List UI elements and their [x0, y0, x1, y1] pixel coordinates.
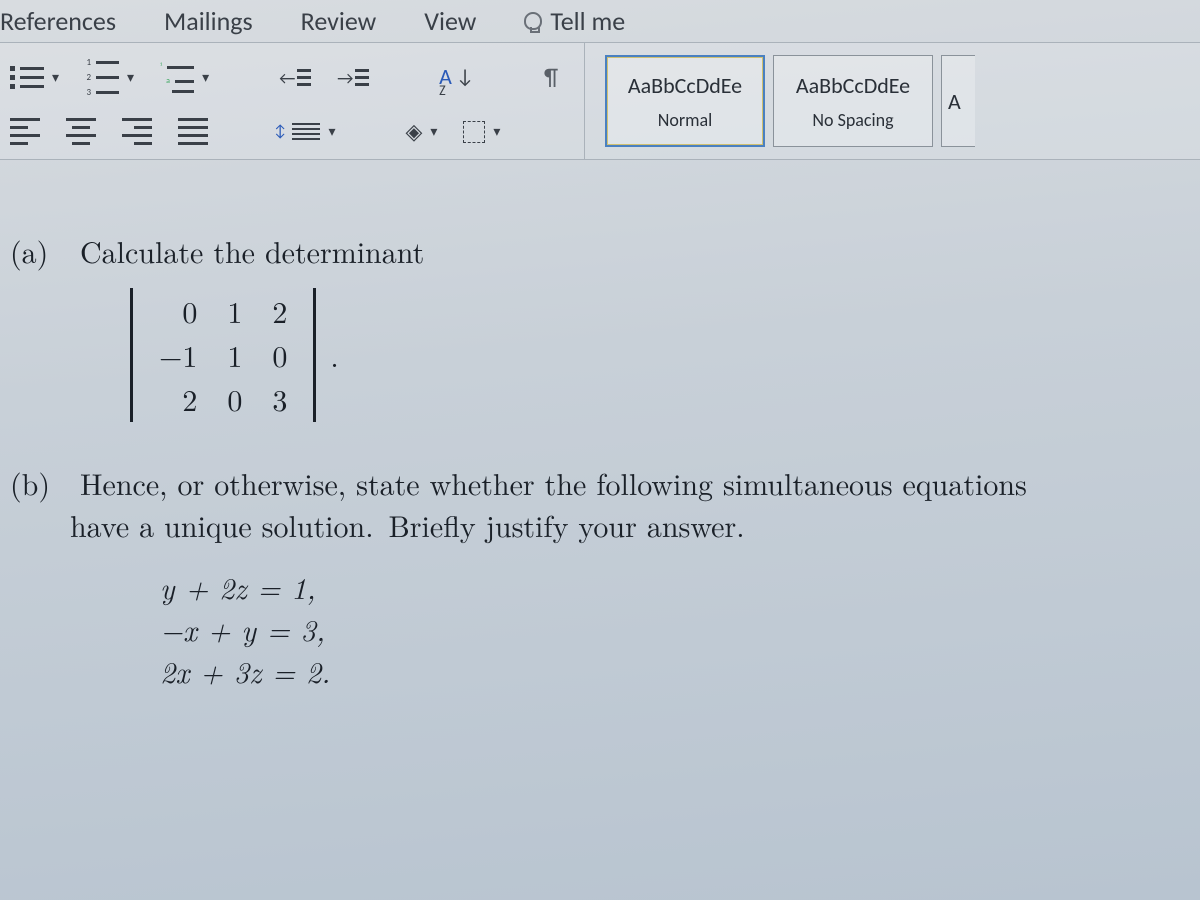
det-bar-right [313, 288, 316, 422]
chevron-down-icon: ▾ [202, 69, 209, 86]
matrix-cell: 2 [258, 290, 301, 332]
align-center-button[interactable] [66, 118, 96, 145]
tab-review[interactable]: Review [301, 5, 377, 37]
tell-me[interactable]: Tell me [524, 5, 625, 37]
chevron-down-icon: ▾ [493, 123, 500, 140]
sort-button[interactable]: AZ ↓ [439, 63, 474, 93]
problem-a: (a) Calculate the determinant 012 −110 2… [10, 230, 1184, 422]
tab-view[interactable]: View [424, 5, 476, 37]
style-normal[interactable]: AaBbCcDdEe Normal [605, 55, 765, 147]
chevron-down-icon: ▾ [52, 69, 59, 86]
shading-button[interactable]: ◈ ▾ [405, 118, 437, 145]
matrix-cell: 3 [258, 378, 301, 420]
align-left-icon [10, 118, 40, 145]
bullets-button[interactable]: ▾ [10, 66, 59, 89]
ribbon-tabs: References Mailings Review View Tell me [0, 0, 1200, 42]
style-label: Normal [658, 109, 713, 131]
align-left-button[interactable] [10, 118, 40, 145]
equation-3: 2x + 3z = 2. [160, 650, 1184, 692]
document-body[interactable]: (a) Calculate the determinant 012 −110 2… [0, 160, 1200, 692]
tell-me-label: Tell me [550, 5, 625, 37]
matrix-cell: 0 [145, 290, 211, 332]
problem-label: (b) [10, 462, 70, 504]
sort-icon: AZ [439, 63, 452, 93]
chevron-down-icon: ▾ [127, 69, 134, 86]
paint-bucket-icon: ◈ [405, 118, 422, 145]
matrix: 012 −110 203 [143, 288, 303, 422]
multilevel-list-button[interactable]: ¹ a ▾ [160, 62, 209, 93]
style-sample-text: AaBbCcDdEe [628, 72, 742, 99]
matrix-cell: 1 [213, 290, 256, 332]
tab-mailings[interactable]: Mailings [164, 5, 253, 37]
numbering-icon: 1 2 3 [85, 57, 119, 98]
matrix-cell: 0 [213, 378, 256, 420]
line-spacing-arrows-icon: ↕ [274, 122, 286, 141]
justify-button[interactable] [178, 118, 208, 145]
arrow-down-icon: ↓ [456, 65, 474, 89]
line-spacing-icon [292, 123, 320, 140]
styles-group: AaBbCcDdEe Normal AaBbCcDdEe No Spacing … [585, 43, 975, 159]
borders-icon [463, 121, 485, 143]
det-bar-left [130, 288, 133, 422]
decrease-indent-button[interactable]: ← [279, 67, 311, 89]
show-paragraph-marks-button[interactable]: ¶ [544, 63, 558, 92]
align-center-icon [66, 118, 96, 145]
ribbon-toolbar: ▾ 1 2 3 ▾ ¹ a ▾ ← [0, 42, 1200, 160]
borders-button[interactable]: ▾ [463, 121, 500, 143]
multilevel-list-icon: ¹ a [160, 62, 194, 93]
equation-2: −x + y = 3, [160, 608, 1184, 650]
problem-text: Hence, or otherwise, state whether the f… [80, 461, 1027, 504]
numbering-button[interactable]: 1 2 3 ▾ [85, 57, 134, 98]
matrix-cell: −1 [145, 334, 211, 376]
matrix-cell: 2 [145, 378, 211, 420]
style-sample-text: A [948, 88, 961, 115]
chevron-down-icon: ▾ [430, 123, 437, 140]
tab-references[interactable]: References [0, 5, 116, 37]
style-partial[interactable]: A [941, 55, 975, 147]
style-no-spacing[interactable]: AaBbCcDdEe No Spacing [773, 55, 933, 147]
bullets-icon [10, 66, 44, 89]
increase-indent-icon: → [337, 67, 369, 89]
determinant: 012 −110 203 . [120, 288, 1184, 422]
problem-b: (b) Hence, or otherwise, state whether t… [10, 462, 1184, 692]
matrix-cell: 0 [258, 334, 301, 376]
align-right-icon [122, 118, 152, 145]
decrease-indent-icon: ← [279, 67, 311, 89]
paragraph-group: ▾ 1 2 3 ▾ ¹ a ▾ ← [0, 43, 585, 159]
increase-indent-button[interactable]: → [337, 67, 369, 89]
line-spacing-button[interactable]: ↕ ▾ [274, 122, 335, 141]
equation-1: y + 2z = 1, [160, 566, 1184, 608]
lightbulb-icon [524, 12, 542, 30]
problem-text: Calculate the determinant [80, 229, 424, 272]
problem-text-line2: have a unique solution. Briefly justify … [70, 504, 1184, 546]
equations: y + 2z = 1, −x + y = 3, 2x + 3z = 2. [160, 566, 1184, 692]
period: . [330, 334, 338, 376]
justify-icon [178, 118, 208, 145]
problem-label: (a) [10, 230, 70, 272]
matrix-cell: 1 [213, 334, 256, 376]
style-label: No Spacing [812, 109, 893, 131]
pilcrow-icon: ¶ [544, 63, 558, 92]
chevron-down-icon: ▾ [328, 123, 335, 140]
style-sample-text: AaBbCcDdEe [796, 72, 910, 99]
align-right-button[interactable] [122, 118, 152, 145]
